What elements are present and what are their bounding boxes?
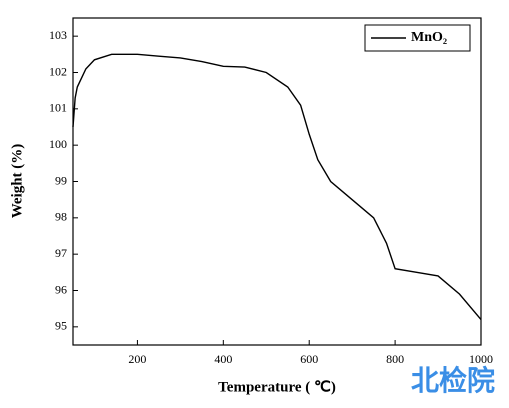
data-line [72,53,482,321]
y-tick-label: 97 [55,246,67,260]
y-axis-label: Weight (%) [9,144,25,219]
plot-frame [72,17,482,346]
x-tick-label: 200 [128,352,146,366]
y-tick-label: 99 [55,173,67,187]
y-tick-label: 96 [55,282,67,296]
watermark: 北检院 [411,364,495,397]
y-tick-label: 102 [49,64,67,78]
y-tick-label: 101 [49,101,67,115]
x-tick-label: 600 [300,352,318,366]
y-tick-label: 98 [55,210,67,224]
x-tick-label: 800 [386,352,404,366]
y-tick-label: 95 [55,319,67,333]
x-tick-label: 400 [214,352,232,366]
x-axis-label: Temperature ( ℃) [218,379,336,395]
x-tick-label: 1000 [469,352,493,366]
y-tick-label: 100 [49,137,67,151]
legend-label: MnO₂ [411,30,447,45]
y-tick-label: 103 [49,28,67,42]
